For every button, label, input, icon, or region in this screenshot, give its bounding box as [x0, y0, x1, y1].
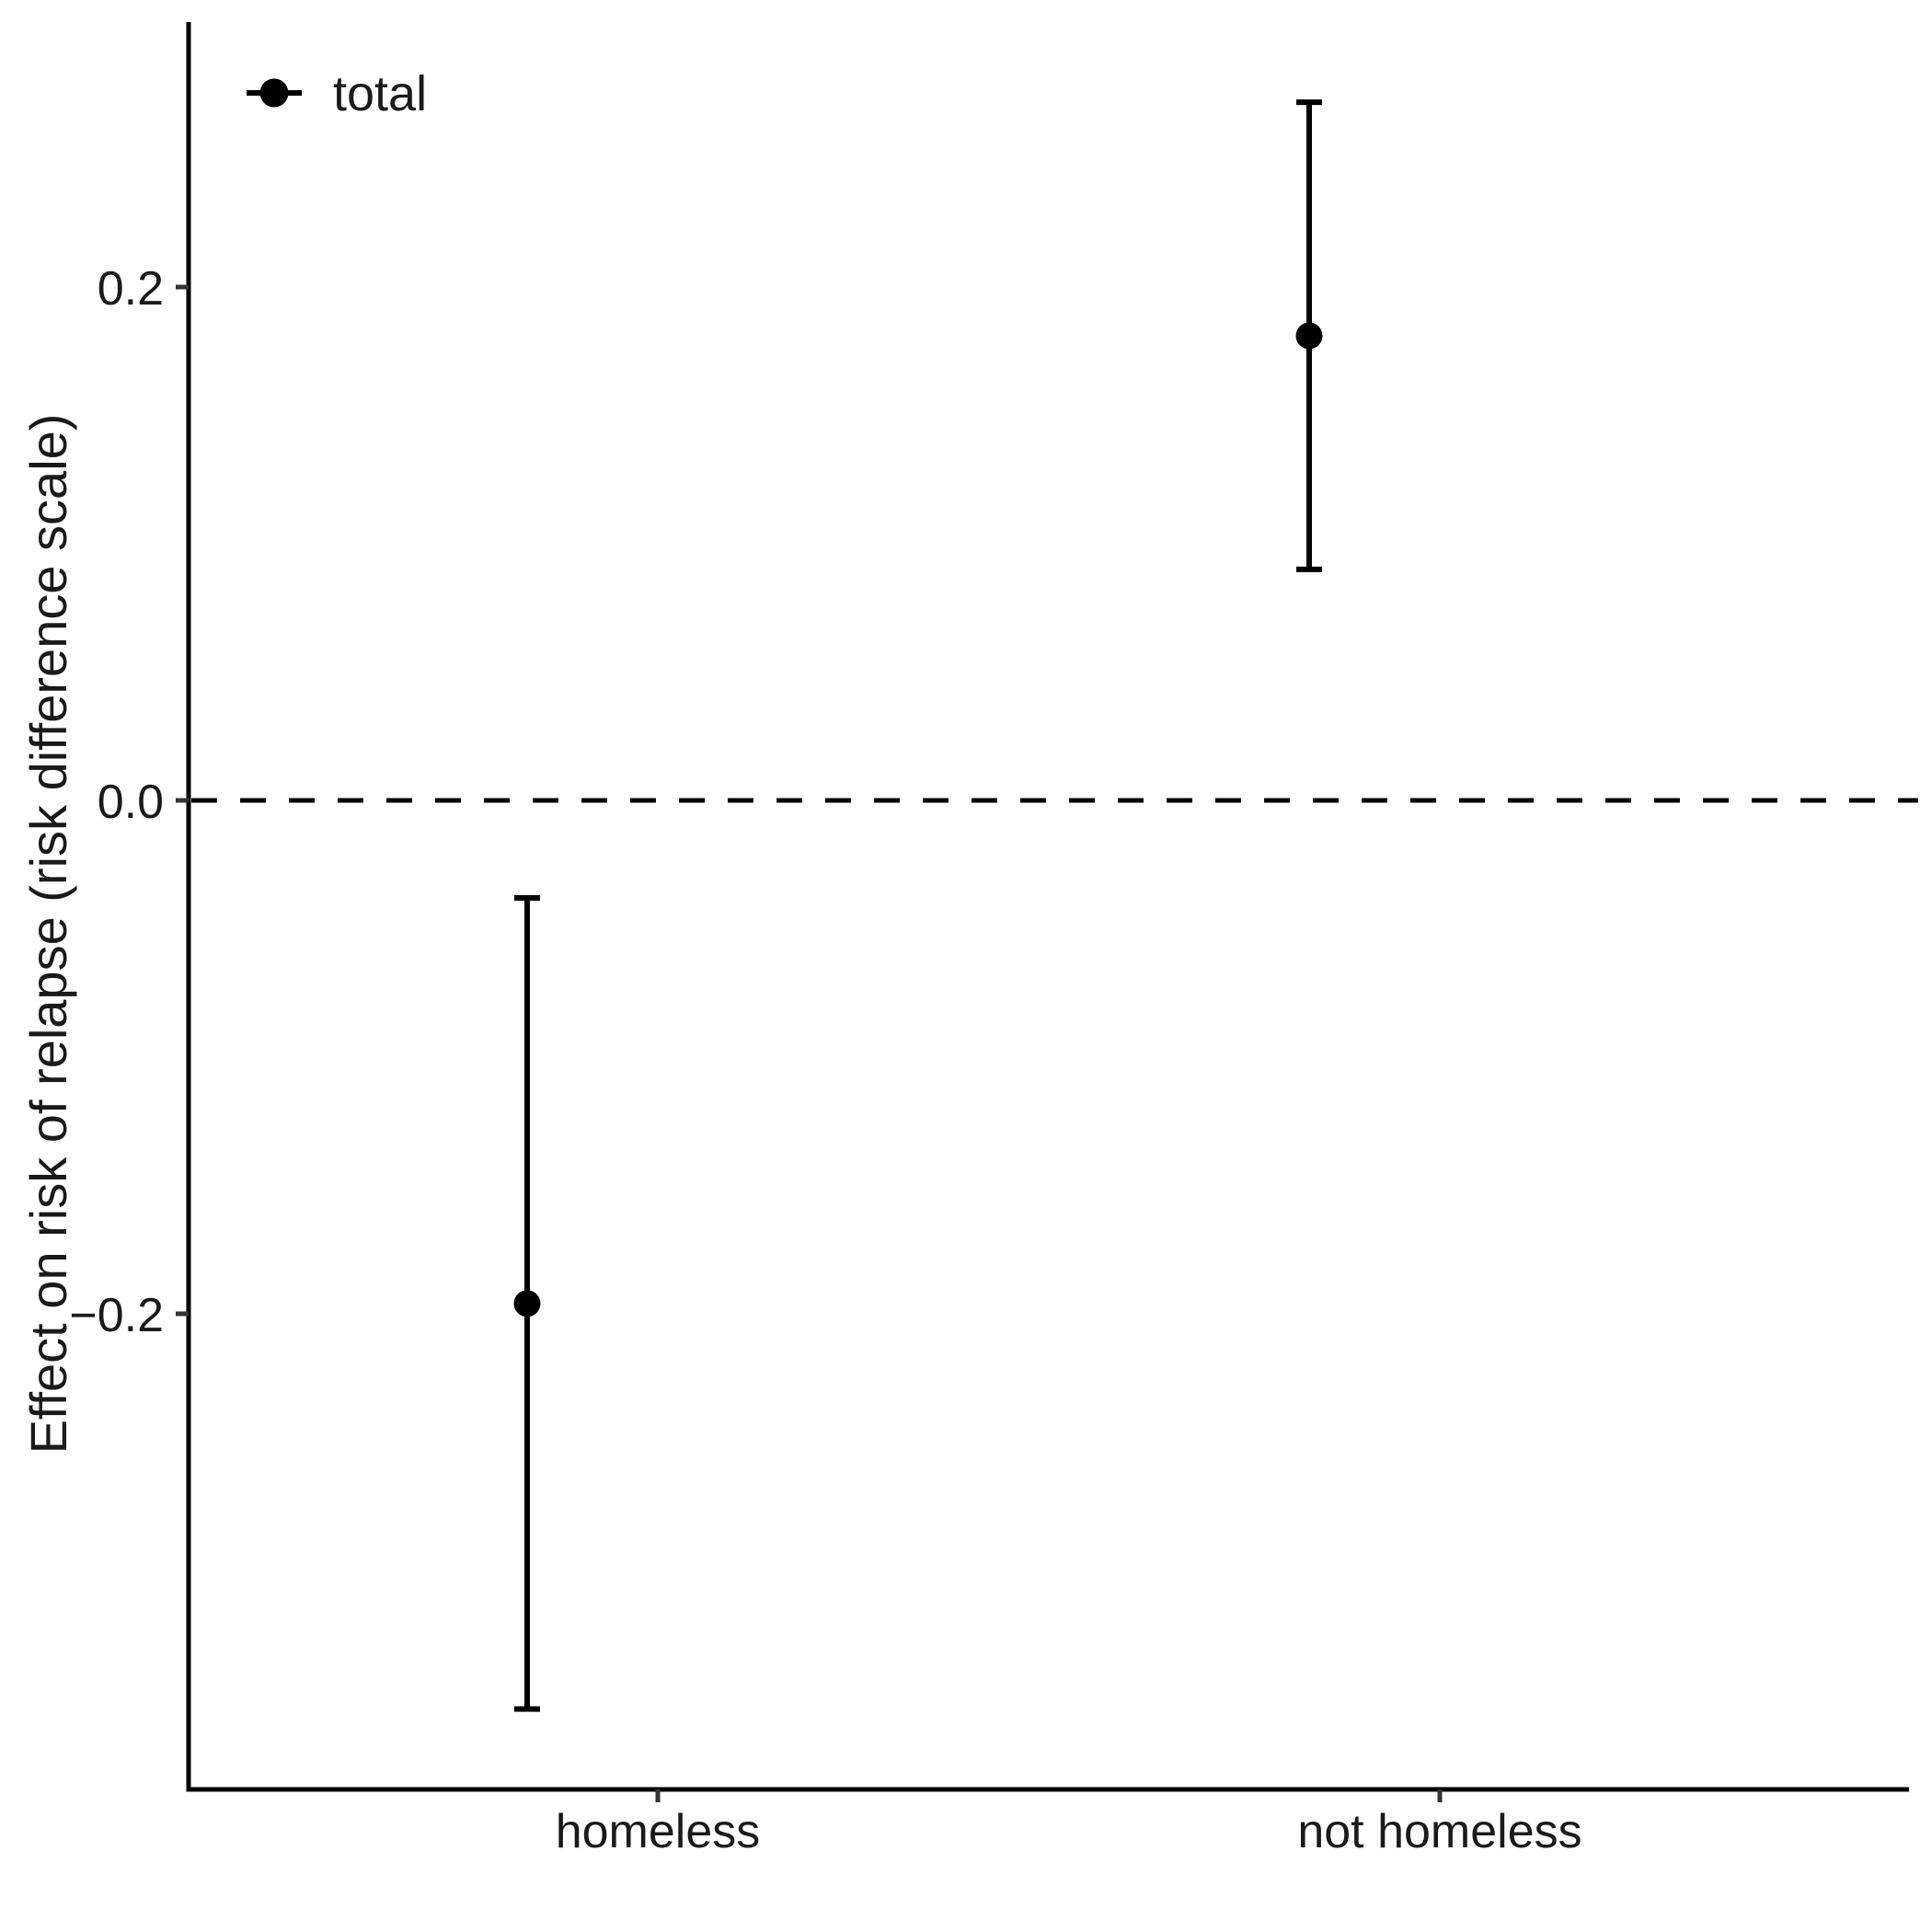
y-tick-label: −0.2 — [69, 1289, 164, 1342]
plot-area: 0.2 0.0 −0.2 homeless not homeless — [69, 22, 1918, 1858]
point-estimate — [1295, 322, 1323, 350]
point-estimate — [513, 1290, 541, 1317]
y-tick-label: 0.2 — [98, 262, 164, 316]
x-tick-label: not homeless — [1297, 1805, 1581, 1858]
legend-label: total — [333, 66, 427, 121]
legend: total — [247, 66, 427, 121]
y-axis-title: Effect on risk of relapse (risk differen… — [19, 414, 77, 1455]
legend-key-point-icon — [259, 78, 289, 108]
x-tick-label: homeless — [556, 1805, 761, 1858]
y-tick-label: 0.0 — [98, 776, 164, 829]
